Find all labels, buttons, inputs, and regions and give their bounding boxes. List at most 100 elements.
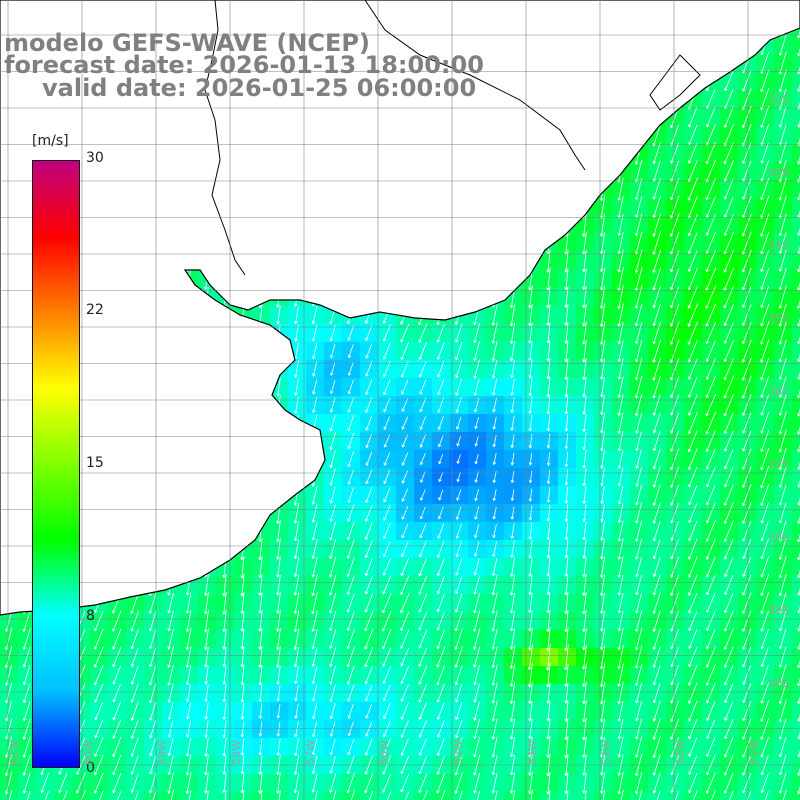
wind-arrow (438, 435, 444, 448)
wind-arrow (546, 304, 551, 326)
wind-speed-cell (432, 792, 450, 800)
wind-arrow (492, 378, 498, 396)
latitude-label: 37S (768, 458, 789, 471)
wind-arrow (474, 471, 479, 483)
wind-arrow (294, 378, 299, 396)
wind-arrow (688, 466, 698, 488)
wind-speed-cell (162, 792, 180, 800)
wind-arrow (778, 285, 787, 309)
wind-arrow (742, 412, 752, 434)
wind-arrow (383, 452, 391, 466)
wind-arrow (599, 303, 606, 327)
wind-arrow (687, 267, 698, 291)
wind-arrow (492, 397, 497, 413)
wind-speed-cell (180, 792, 198, 800)
wind-arrow (617, 412, 624, 434)
wind-arrow (706, 106, 716, 128)
wind-arrow (582, 468, 587, 487)
wind-arrow (365, 343, 373, 359)
wind-arrow (564, 358, 569, 380)
wind-speed-cell (36, 792, 54, 800)
wind-speed-cell (792, 774, 800, 792)
wind-arrow (600, 467, 605, 487)
wind-speed-cell (792, 720, 800, 738)
wind-arrow (528, 341, 533, 361)
wind-arrow (778, 447, 787, 471)
wind-arrow (778, 34, 787, 56)
wind-arrow (582, 268, 587, 290)
wind-arrow (599, 321, 606, 345)
wind-arrow (473, 323, 480, 344)
wind-speed-cell (792, 486, 800, 504)
wind-arrow (510, 378, 515, 396)
wind-arrow (276, 305, 281, 325)
wind-arrow (687, 429, 698, 453)
wind-arrow (670, 394, 680, 416)
wind-arrow (670, 412, 680, 434)
wind-arrow (723, 249, 735, 273)
wind-arrow (635, 375, 643, 399)
wind-speed-cell (792, 468, 800, 486)
wind-arrow (705, 393, 717, 417)
wind-arrow (347, 344, 354, 358)
latitude-label: 38S (768, 531, 789, 544)
wind-arrow (741, 249, 752, 273)
wind-arrow (778, 142, 787, 164)
longitude-label: 60W (82, 740, 95, 765)
wind-arrow (582, 414, 587, 433)
wind-arrow (688, 394, 698, 416)
wind-arrow (741, 375, 752, 399)
wind-arrow (778, 177, 787, 201)
wind-arrow (724, 448, 734, 470)
wind-arrow (723, 285, 734, 309)
wind-arrow (705, 376, 716, 399)
wind-arrow (688, 106, 698, 128)
longitude-label: 59W (156, 740, 169, 765)
wind-arrow (617, 430, 624, 452)
wind-speed-cell (792, 450, 800, 468)
wind-arrow (419, 416, 427, 430)
wind-arrow (634, 249, 643, 273)
wind-arrow (582, 432, 587, 451)
wind-arrow (582, 395, 587, 415)
wind-arrow (723, 375, 735, 399)
wind-speed-cell (324, 792, 342, 800)
wind-arrow (617, 321, 624, 345)
wind-arrow (778, 394, 787, 416)
wind-arrow (383, 397, 391, 413)
wind-arrow (705, 303, 717, 327)
wind-arrow (546, 470, 551, 485)
wind-speed-cell (792, 360, 800, 378)
wind-speed-cell (72, 792, 90, 800)
wind-arrow (760, 142, 769, 164)
wind-speed-cell (144, 792, 162, 800)
wind-arrow (546, 414, 551, 432)
colorbar-tick-label: 8 (86, 608, 95, 624)
wind-speed-cell (792, 558, 800, 576)
wind-arrow (723, 304, 734, 327)
wind-arrow (473, 378, 480, 396)
wind-arrow (687, 412, 698, 435)
wind-speed-cell (792, 396, 800, 414)
wind-arrow (330, 380, 336, 394)
wind-arrow (528, 396, 533, 414)
wind-arrow (652, 430, 661, 452)
latitude-label: 39S (768, 604, 789, 617)
wind-speed-cell (792, 414, 800, 432)
wind-arrow (652, 142, 661, 165)
wind-arrow (635, 449, 642, 469)
wind-arrow (778, 232, 787, 254)
wind-arrow (652, 448, 661, 470)
wind-arrow (617, 177, 624, 201)
wind-speed-cell (792, 36, 800, 54)
wind-arrow (401, 434, 408, 448)
wind-arrow (760, 376, 770, 398)
wind-arrow (455, 360, 463, 379)
wind-arrow (383, 416, 391, 430)
wind-arrow (510, 415, 515, 431)
wind-arrow (330, 362, 336, 376)
wind-speed-cell (792, 594, 800, 612)
wind-speed-cell (792, 630, 800, 648)
wind-arrow (312, 361, 318, 377)
wind-arrow (723, 178, 734, 200)
